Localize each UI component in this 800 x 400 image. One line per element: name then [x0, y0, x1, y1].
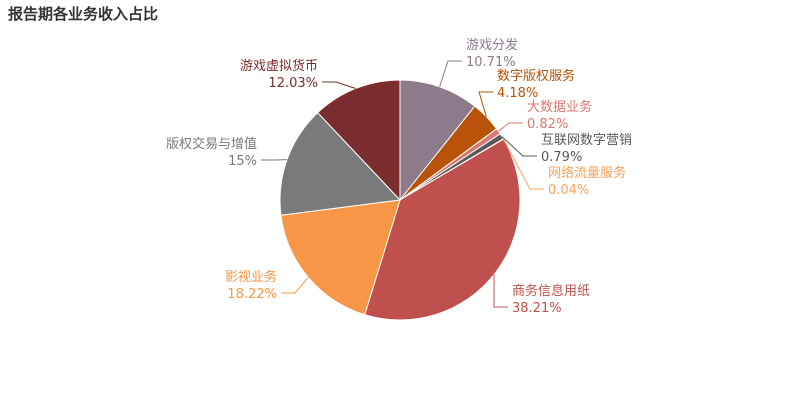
slice-label: 版权交易与增值: [166, 136, 257, 152]
slice-value-label: 38.21%: [512, 301, 562, 316]
leader-line: [502, 138, 544, 190]
slice-value-label: 0.82%: [527, 117, 568, 132]
leader-line: [498, 122, 523, 132]
slice-label: 商务信息用纸: [512, 283, 590, 299]
slice-label: 游戏虚拟货币: [240, 58, 318, 74]
pie-slice: [279, 111, 402, 216]
slice-value-label: 4.18%: [497, 86, 538, 101]
slice-value-label: 12.03%: [268, 76, 318, 91]
slice-label: 互联网数字营销: [541, 133, 632, 148]
leader-line: [501, 136, 537, 157]
slice-label: 大数据业务: [527, 99, 592, 115]
leader-line: [281, 276, 309, 294]
slice-value-label: 0.04%: [548, 183, 589, 198]
slice-value-label: 0.79%: [541, 150, 582, 165]
leader-line: [322, 81, 356, 89]
pie-slice: [280, 199, 401, 316]
slice-label: 影视业务: [225, 269, 277, 285]
leader-line: [478, 91, 493, 117]
pie-slice: [399, 79, 476, 202]
slice-label: 网络流量服务: [548, 165, 626, 181]
chart-title: 报告期各业务收入占比: [8, 5, 159, 23]
slice-label: 游戏分发: [466, 37, 518, 53]
leader-line: [439, 60, 462, 87]
leader-line: [493, 274, 508, 308]
slice-value-label: 10.71%: [466, 55, 516, 70]
slice-label: 数字版权服务: [497, 68, 575, 84]
slice-value-label: 18.22%: [227, 287, 277, 302]
pie-slice: [316, 79, 401, 202]
slice-value-label: 15%: [228, 154, 257, 169]
